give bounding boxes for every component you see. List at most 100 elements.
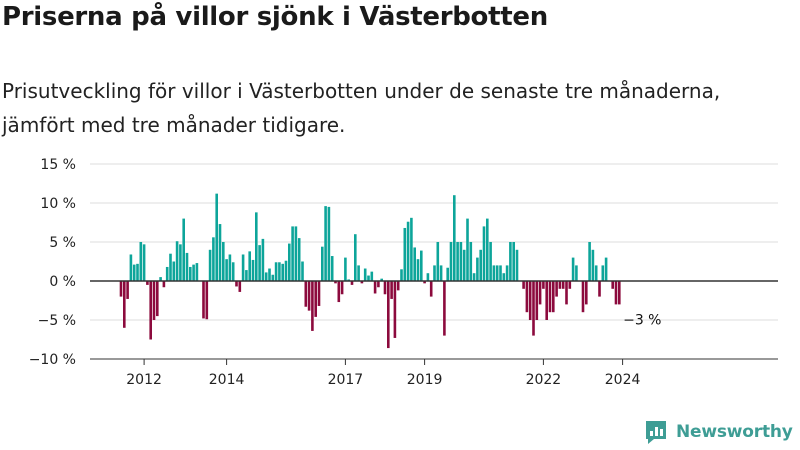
bar bbox=[255, 212, 258, 281]
bar-chart: 15 % 10 % 5 % 0 % −5 % −10 % 2012 2014 2017 2019 2… bbox=[29, 157, 778, 388]
bar bbox=[505, 265, 509, 281]
bar bbox=[525, 281, 529, 313]
bar bbox=[552, 281, 555, 313]
bar bbox=[611, 281, 614, 289]
bar bbox=[195, 263, 199, 281]
bar bbox=[396, 281, 400, 291]
bar bbox=[410, 217, 413, 281]
bar bbox=[278, 262, 281, 281]
y-tick-label: −10 % bbox=[29, 352, 76, 368]
bar bbox=[403, 227, 407, 281]
bar bbox=[165, 266, 169, 281]
bar bbox=[132, 264, 136, 281]
newsworthy-logo: Newsworthy bbox=[644, 419, 793, 445]
bar bbox=[182, 218, 185, 281]
bar bbox=[614, 281, 618, 305]
bar bbox=[294, 226, 298, 281]
bar bbox=[459, 242, 463, 281]
bar bbox=[291, 226, 294, 281]
bar bbox=[420, 250, 423, 281]
bar bbox=[119, 281, 123, 297]
x-tick-label: 2014 bbox=[209, 372, 245, 388]
bar bbox=[406, 221, 410, 281]
bar bbox=[373, 281, 377, 294]
bar bbox=[479, 249, 482, 281]
bar bbox=[311, 281, 314, 331]
bar bbox=[350, 281, 354, 285]
bar bbox=[462, 249, 466, 281]
bar bbox=[208, 249, 212, 281]
x-tick-label: 2019 bbox=[407, 372, 443, 388]
bar bbox=[162, 281, 166, 288]
bar bbox=[558, 281, 562, 289]
bar bbox=[601, 265, 605, 281]
bar bbox=[146, 281, 149, 285]
bar bbox=[367, 275, 370, 281]
bar bbox=[581, 281, 585, 313]
bar bbox=[538, 281, 542, 305]
bar bbox=[502, 273, 506, 281]
bar bbox=[472, 273, 476, 281]
bar bbox=[126, 281, 129, 299]
bar bbox=[492, 265, 496, 281]
bar bbox=[383, 281, 387, 295]
bar bbox=[235, 281, 238, 287]
bar bbox=[271, 274, 275, 281]
bar bbox=[321, 246, 324, 281]
y-tick-label: 15 % bbox=[40, 157, 76, 173]
bar bbox=[565, 281, 568, 305]
bar bbox=[139, 242, 143, 281]
bar bbox=[489, 242, 492, 281]
bar bbox=[337, 281, 341, 303]
bar bbox=[380, 278, 383, 281]
bar bbox=[231, 262, 235, 281]
bar bbox=[258, 245, 261, 281]
bar bbox=[301, 261, 304, 281]
bar bbox=[495, 265, 499, 281]
bar bbox=[156, 281, 159, 317]
bar bbox=[327, 206, 331, 281]
bar bbox=[591, 249, 595, 281]
bar bbox=[357, 265, 360, 281]
bar bbox=[175, 241, 179, 281]
bar bbox=[499, 265, 502, 281]
bar bbox=[532, 281, 535, 336]
x-tick-label: 2012 bbox=[126, 372, 162, 388]
bar bbox=[307, 281, 311, 311]
bar bbox=[261, 238, 265, 281]
bar bbox=[330, 256, 334, 281]
bar bbox=[159, 277, 162, 281]
bar bbox=[561, 281, 565, 289]
bar bbox=[340, 281, 344, 295]
bar bbox=[222, 242, 225, 281]
bar bbox=[228, 254, 232, 281]
bar bbox=[172, 261, 176, 281]
bar bbox=[241, 254, 245, 281]
bar bbox=[205, 281, 209, 320]
bar bbox=[429, 281, 433, 297]
bar bbox=[443, 281, 446, 336]
bar bbox=[245, 270, 248, 281]
bar bbox=[142, 244, 146, 281]
bar bbox=[545, 281, 548, 320]
bar bbox=[400, 269, 403, 281]
x-tick-label: 2022 bbox=[526, 372, 562, 388]
bar bbox=[449, 242, 453, 281]
bar bbox=[439, 265, 443, 281]
bar bbox=[469, 242, 473, 281]
bar bbox=[360, 281, 364, 284]
bar bbox=[535, 281, 539, 320]
bar bbox=[363, 268, 367, 281]
bar bbox=[324, 206, 327, 281]
bar bbox=[542, 281, 545, 289]
y-tick-label: 5 % bbox=[49, 235, 76, 251]
bar bbox=[251, 259, 255, 281]
bar bbox=[466, 218, 469, 281]
bar bbox=[426, 273, 430, 281]
bar bbox=[512, 242, 515, 281]
bar bbox=[169, 253, 172, 281]
bar bbox=[347, 279, 350, 281]
bar bbox=[571, 257, 575, 281]
bar bbox=[268, 268, 271, 281]
bar bbox=[304, 281, 308, 307]
